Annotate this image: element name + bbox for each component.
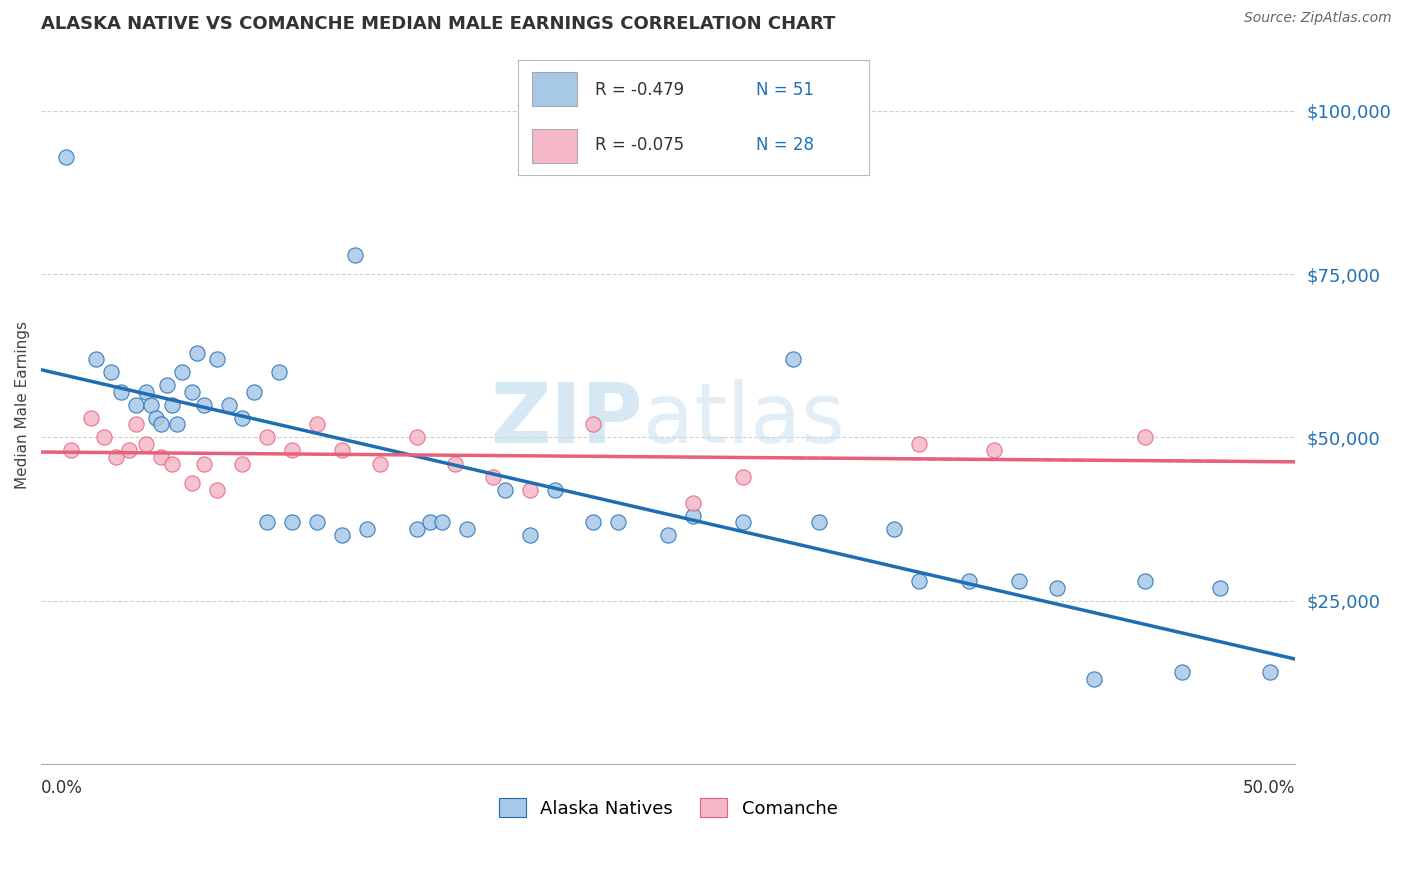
Point <box>733 469 755 483</box>
Point <box>582 417 605 432</box>
Point <box>1258 665 1281 680</box>
Point <box>125 417 148 432</box>
Point <box>883 522 905 536</box>
Point <box>256 515 278 529</box>
Point <box>135 437 157 451</box>
Point <box>305 417 328 432</box>
Point <box>145 410 167 425</box>
Point <box>356 522 378 536</box>
Point <box>135 384 157 399</box>
Point <box>682 508 704 523</box>
Point <box>343 247 366 261</box>
Point <box>118 443 141 458</box>
Point <box>180 476 202 491</box>
Point <box>193 457 215 471</box>
Point <box>368 457 391 471</box>
Point <box>983 443 1005 458</box>
Point <box>55 150 77 164</box>
Point <box>256 430 278 444</box>
Point <box>519 528 541 542</box>
Point <box>908 437 931 451</box>
Point <box>682 496 704 510</box>
Point <box>160 457 183 471</box>
Point <box>105 450 128 464</box>
Point <box>582 515 605 529</box>
Point <box>782 352 804 367</box>
Text: ALASKA NATIVE VS COMANCHE MEDIAN MALE EARNINGS CORRELATION CHART: ALASKA NATIVE VS COMANCHE MEDIAN MALE EA… <box>41 15 835 33</box>
Text: 50.0%: 50.0% <box>1243 779 1295 797</box>
Point <box>281 515 304 529</box>
Point <box>218 398 240 412</box>
Point <box>406 522 429 536</box>
Point <box>657 528 679 542</box>
Point <box>60 443 83 458</box>
Point <box>80 410 103 425</box>
Point <box>160 398 183 412</box>
Text: ZIP: ZIP <box>491 378 643 459</box>
Point <box>432 515 454 529</box>
Point <box>544 483 567 497</box>
Point <box>231 410 253 425</box>
Point <box>93 430 115 444</box>
Point <box>281 443 304 458</box>
Y-axis label: Median Male Earnings: Median Male Earnings <box>15 321 30 489</box>
Point <box>1083 672 1105 686</box>
Point <box>733 515 755 529</box>
Point <box>519 483 541 497</box>
Text: Source: ZipAtlas.com: Source: ZipAtlas.com <box>1244 12 1392 25</box>
Point <box>166 417 188 432</box>
Legend: Alaska Natives, Comanche: Alaska Natives, Comanche <box>489 789 846 827</box>
Point <box>84 352 107 367</box>
Point <box>141 398 163 412</box>
Point <box>150 450 173 464</box>
Point <box>456 522 478 536</box>
Point <box>110 384 132 399</box>
Point <box>330 528 353 542</box>
Point <box>1171 665 1194 680</box>
Point <box>1046 581 1069 595</box>
Point <box>155 378 177 392</box>
Point <box>1008 574 1031 588</box>
Point <box>305 515 328 529</box>
Point <box>330 443 353 458</box>
Point <box>1133 574 1156 588</box>
Point <box>231 457 253 471</box>
Point <box>180 384 202 399</box>
Point <box>957 574 980 588</box>
Text: atlas: atlas <box>643 378 845 459</box>
Point <box>481 469 503 483</box>
Point <box>125 398 148 412</box>
Point <box>419 515 441 529</box>
Point <box>150 417 173 432</box>
Point <box>908 574 931 588</box>
Point <box>1209 581 1232 595</box>
Point <box>1133 430 1156 444</box>
Text: 0.0%: 0.0% <box>41 779 83 797</box>
Point <box>807 515 830 529</box>
Point <box>243 384 266 399</box>
Point <box>170 365 193 379</box>
Point <box>269 365 291 379</box>
Point <box>444 457 467 471</box>
Point <box>193 398 215 412</box>
Point <box>205 483 228 497</box>
Point <box>494 483 516 497</box>
Point <box>100 365 122 379</box>
Point <box>205 352 228 367</box>
Point <box>406 430 429 444</box>
Point <box>186 345 208 359</box>
Point <box>606 515 628 529</box>
